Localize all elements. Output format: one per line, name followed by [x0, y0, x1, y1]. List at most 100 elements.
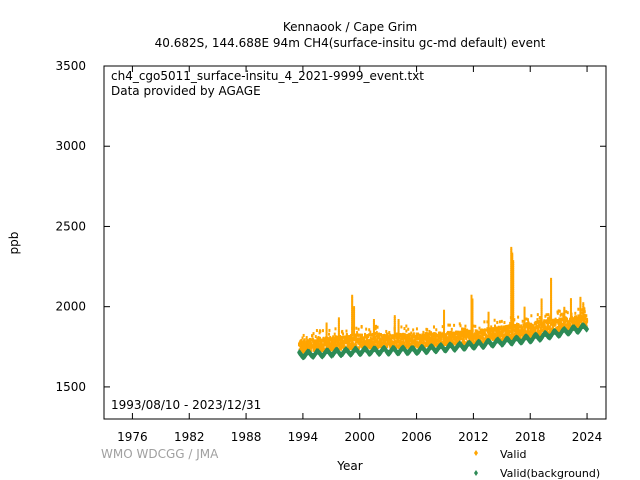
- data-point-valid: [563, 306, 566, 310]
- data-point-valid: [578, 322, 581, 326]
- data-point-valid: [327, 345, 330, 349]
- data-point-valid: [351, 296, 354, 300]
- data-point-valid: [410, 331, 413, 335]
- data-point-valid: [328, 332, 331, 336]
- data-point-valid: [473, 332, 476, 336]
- data-point-valid: [448, 334, 451, 338]
- data-point-valid: [487, 319, 490, 323]
- data-point-valid: [522, 328, 525, 332]
- data-point-valid: [470, 339, 473, 343]
- data-point-valid: [464, 324, 467, 328]
- data-point-valid: [337, 326, 340, 330]
- data-point-valid: [325, 322, 328, 326]
- data-point-valid: [430, 333, 433, 337]
- data-point-valid: [491, 337, 494, 341]
- data-point-valid: [540, 300, 543, 304]
- data-point-valid: [506, 331, 509, 335]
- data-point-valid: [523, 322, 526, 326]
- data-point-valid: [476, 336, 479, 340]
- data-point-valid: [407, 327, 410, 331]
- data-point-valid: [351, 306, 354, 310]
- data-point-valid: [577, 324, 580, 328]
- data-point-valid: [585, 323, 588, 327]
- data-point-valid: [512, 271, 515, 275]
- data-point-valid: [471, 300, 474, 304]
- data-point-valid: [552, 324, 555, 328]
- data-point-valid: [523, 328, 526, 332]
- data-point-valid: [547, 331, 550, 335]
- data-point-valid: [339, 335, 342, 339]
- data-point-valid: [405, 329, 408, 333]
- data-point-valid: [514, 328, 517, 332]
- data-point-valid: [342, 343, 345, 347]
- data-point-valid: [550, 310, 553, 314]
- data-point-valid: [517, 329, 520, 333]
- data-point-valid: [331, 337, 334, 341]
- data-point-valid: [417, 332, 420, 336]
- data-point-valid: [339, 345, 342, 349]
- data-point-valid: [498, 335, 501, 339]
- data-point-valid: [510, 326, 513, 330]
- data-point-valid: [540, 315, 543, 319]
- data-point-valid: [517, 327, 520, 331]
- data-point-valid: [471, 325, 474, 329]
- data-point-valid: [389, 337, 392, 341]
- data-point-valid: [317, 338, 320, 342]
- data-point-valid: [443, 327, 446, 331]
- data-point-valid: [334, 342, 337, 346]
- data-point-valid: [519, 336, 522, 340]
- data-point-valid: [300, 348, 303, 352]
- data-point-valid: [350, 336, 353, 340]
- data-point-valid: [511, 252, 514, 256]
- data-point-valid: [528, 322, 531, 326]
- data-point-valid: [550, 283, 553, 287]
- data-point-valid: [337, 317, 340, 321]
- data-point-valid: [540, 311, 543, 315]
- data-point-valid: [357, 327, 360, 331]
- data-point-valid: [385, 342, 388, 346]
- data-point-valid: [545, 313, 548, 317]
- data-point-valid: [511, 337, 514, 341]
- data-point-valid: [374, 327, 377, 331]
- data-point-valid: [510, 248, 513, 252]
- data-point-valid: [549, 328, 552, 332]
- data-point-valid: [393, 339, 396, 343]
- data-point-valid: [565, 323, 568, 327]
- data-point-valid: [465, 328, 468, 332]
- data-point-valid: [550, 293, 553, 297]
- data-point-valid: [550, 285, 553, 289]
- data-point-valid: [428, 336, 431, 340]
- data-point-valid: [550, 279, 553, 283]
- data-point-valid: [515, 331, 518, 335]
- data-point-valid: [360, 343, 363, 347]
- data-point-valid: [550, 322, 553, 326]
- data-point-valid: [579, 304, 582, 308]
- data-point-valid: [353, 306, 356, 310]
- data-point-valid: [397, 318, 400, 322]
- data-point-valid: [443, 342, 446, 346]
- data-point-valid: [470, 294, 473, 298]
- data-point-valid: [329, 338, 332, 342]
- data-point-valid: [582, 304, 585, 308]
- data-point-valid: [383, 333, 386, 337]
- data-point-valid: [422, 342, 425, 346]
- data-point-valid: [547, 327, 550, 331]
- data-point-valid: [516, 331, 519, 335]
- data-point-valid: [386, 334, 389, 338]
- data-point-valid: [443, 334, 446, 338]
- data-point-valid: [509, 333, 512, 337]
- x-tick-label: 2018: [515, 430, 546, 444]
- data-point-valid: [353, 338, 356, 342]
- data-point-valid: [562, 312, 565, 316]
- data-point-valid: [563, 314, 566, 318]
- data-point-valid: [372, 328, 375, 332]
- data-point-valid: [483, 339, 486, 343]
- data-point-valid: [508, 324, 511, 328]
- data-point-valid: [318, 336, 321, 340]
- data-point-valid: [579, 308, 582, 312]
- legend-label-valid: Valid: [500, 448, 527, 461]
- data-point-valid: [372, 330, 375, 334]
- data-point-valid: [471, 329, 474, 333]
- data-point-valid: [433, 344, 436, 348]
- data-point-valid: [393, 330, 396, 334]
